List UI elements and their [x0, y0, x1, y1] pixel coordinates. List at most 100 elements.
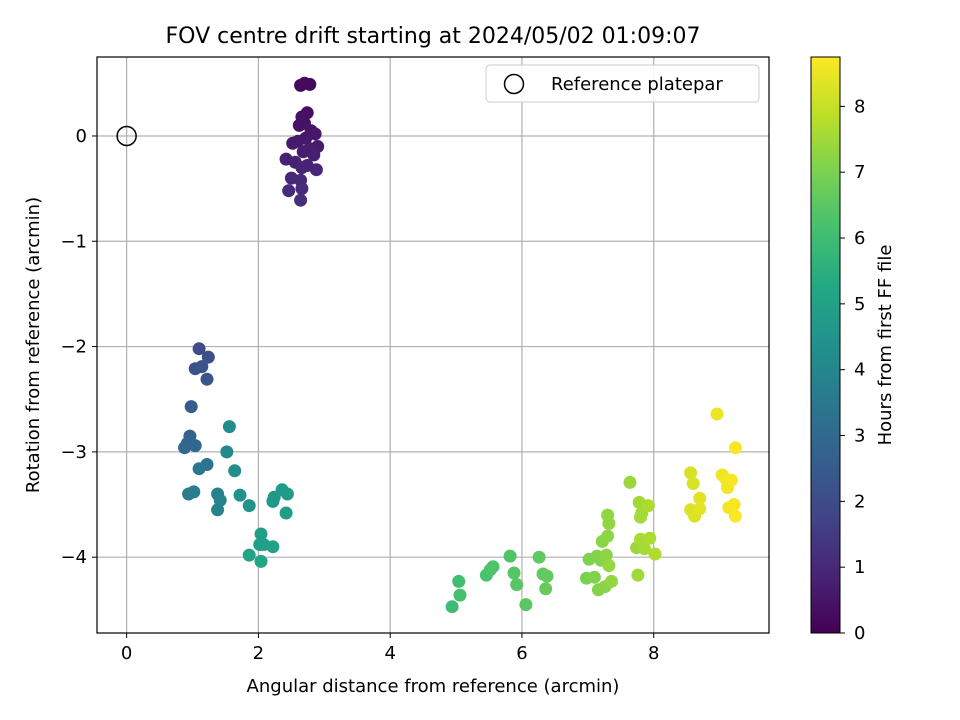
y-axis: 0 −1 −2 −3 −4	[60, 126, 97, 568]
points-layer	[178, 76, 742, 614]
colorbar-gradient	[810, 56, 841, 634]
scatter-point	[532, 550, 546, 564]
scatter-point	[228, 464, 242, 478]
legend-box	[485, 64, 760, 103]
scatter-point	[254, 527, 268, 541]
x-tick-label: 2	[253, 643, 264, 664]
scatter-point	[192, 462, 206, 476]
scatter-point	[222, 420, 236, 434]
scatter-point	[184, 400, 198, 414]
scatter-point	[507, 566, 521, 580]
scatter-point	[192, 342, 206, 356]
scatter-point	[641, 499, 655, 513]
x-tick-label: 8	[648, 643, 659, 664]
y-tick-label: −3	[60, 442, 87, 463]
colorbar-tick-label: 5	[854, 294, 865, 315]
scatter-point	[296, 145, 310, 159]
colorbar: 0 1 2 3 4 5 6 7 8 Hours from first FF file	[810, 56, 896, 644]
reference-layer	[116, 125, 137, 147]
scatter-point	[195, 360, 209, 374]
scatter-point	[233, 488, 247, 502]
scatter-point	[602, 559, 616, 573]
scatter-point	[728, 509, 742, 523]
scatter-point	[686, 477, 700, 490]
scatter-point	[503, 549, 517, 563]
scatter-point	[254, 554, 268, 568]
scatter-point	[599, 548, 613, 562]
colorbar-tick-label: 4	[854, 360, 865, 381]
scatter-point	[201, 350, 215, 364]
colorbar-tick-label: 8	[854, 96, 865, 117]
scatter-point	[266, 494, 280, 508]
plot-area	[96, 56, 770, 634]
scatter-point	[693, 491, 707, 505]
scatter-point	[601, 529, 615, 543]
chart-title: FOV centre drift starting at 2024/05/02 …	[166, 24, 701, 49]
scatter-point	[710, 407, 724, 421]
scatter-point	[286, 136, 300, 150]
colorbar-tick-label: 1	[854, 557, 865, 578]
scatter-point	[309, 163, 323, 177]
plot-frame	[96, 56, 770, 634]
x-tick-label: 6	[516, 643, 527, 664]
plot-background	[97, 57, 769, 633]
colorbar-tick-label: 2	[854, 491, 865, 512]
scatter-point	[178, 441, 192, 455]
scatter-point	[187, 485, 201, 499]
legend: Reference platepar	[485, 64, 760, 103]
colorbar-tick-label: 0	[854, 623, 865, 644]
scatter-point	[266, 540, 280, 554]
scatter-point	[540, 569, 554, 583]
scatter-point	[200, 372, 214, 386]
scatter-point	[648, 547, 662, 561]
colorbar-ticks: 0 1 2 3 4 5 6 7 8	[840, 96, 865, 644]
scatter-point	[295, 161, 309, 175]
legend-reference-marker	[503, 73, 525, 95]
scatter-point	[601, 508, 615, 522]
scatter-point	[623, 475, 637, 489]
colorbar-tick-label: 7	[854, 162, 865, 183]
scatter-point	[188, 439, 202, 453]
colorbar-tick-label: 6	[854, 228, 865, 249]
scatter-point	[242, 499, 256, 513]
y-tick-label: 0	[76, 126, 87, 147]
scatter-point	[724, 473, 738, 487]
scatter-point	[295, 182, 309, 196]
scatter-point	[220, 445, 234, 459]
y-tick-label: −1	[60, 231, 87, 252]
scatter-point	[280, 487, 294, 501]
reference-point	[116, 125, 137, 147]
scatter-point	[211, 503, 225, 517]
scatter-point	[282, 184, 296, 198]
scatter-point	[587, 570, 601, 584]
legend-reference-label: Reference platepar	[551, 74, 723, 95]
x-axis-label: Angular distance from reference (arcmin)	[247, 676, 620, 697]
scatter-point	[486, 560, 500, 574]
scatter-point	[242, 548, 256, 562]
x-tick-label: 0	[121, 643, 132, 664]
scatter-point	[539, 582, 553, 596]
scatter-point	[519, 598, 533, 612]
scatter-point	[294, 193, 308, 207]
scatter-point	[693, 502, 707, 516]
y-tick-label: −2	[60, 337, 87, 358]
x-tick-label: 4	[384, 643, 395, 664]
scatter-point	[684, 466, 698, 480]
scatter-point	[728, 441, 742, 455]
scatter-point	[303, 77, 317, 91]
x-axis: 0 2 4 6 8	[121, 633, 659, 664]
scatter-point	[510, 578, 524, 592]
scatter-point	[643, 531, 657, 545]
scatter-point	[452, 574, 466, 588]
scatter-point	[605, 574, 618, 588]
scatter-point	[307, 148, 321, 162]
scatter-point	[638, 542, 651, 556]
scatter-point	[453, 588, 467, 602]
colorbar-tick-label: 3	[854, 426, 865, 447]
scatter-point	[445, 600, 459, 614]
y-axis-label: Rotation from reference (arcmin)	[23, 197, 44, 493]
colorbar-label: Hours from first FF file	[875, 245, 896, 446]
scatter-point	[279, 506, 293, 520]
scatter-point	[727, 498, 741, 511]
